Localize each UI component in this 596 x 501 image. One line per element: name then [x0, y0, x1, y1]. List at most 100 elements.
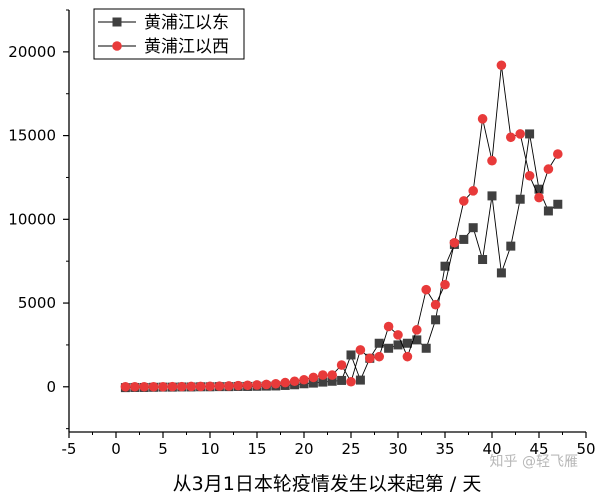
data-point: [412, 325, 422, 335]
data-point: [506, 241, 516, 251]
data-point: [430, 299, 441, 310]
data-point: [543, 206, 553, 216]
data-point: [412, 335, 422, 345]
data-point: [402, 338, 412, 348]
data-point: [346, 376, 356, 387]
tick-marks: -5 0 5 10 15 20 25 30 35 40 45 50 0 5000 10000 15000 200…: [8, 9, 596, 458]
data-point: [487, 155, 497, 166]
data-point: [214, 381, 225, 391]
x-tick-label: 10: [200, 440, 219, 458]
data-point: [374, 338, 384, 348]
data-point: [543, 164, 554, 174]
x-tick-label: -5: [62, 440, 77, 458]
data-point: [421, 284, 432, 295]
data-point: [327, 376, 337, 386]
data-point: [496, 268, 506, 278]
data-point: [337, 375, 347, 385]
data-point: [487, 191, 497, 201]
data-point: [346, 350, 356, 360]
x-tick-label: 5: [158, 440, 168, 458]
data-point: [355, 345, 366, 355]
legend-marker: [112, 17, 122, 27]
data-point: [308, 378, 318, 388]
data-point: [393, 340, 403, 350]
x-tick-label: 0: [111, 440, 121, 458]
y-tick-label: 20000: [8, 43, 56, 61]
data-point: [130, 381, 140, 392]
data-point: [308, 372, 319, 383]
data-point: [139, 381, 149, 392]
data-point: [449, 237, 460, 248]
legend-box: [93, 8, 245, 60]
data-point: [195, 381, 206, 392]
data-point: [421, 343, 431, 353]
data-point: [261, 379, 272, 390]
data-point: [242, 380, 253, 391]
data-point: [402, 351, 413, 362]
data-point: [205, 381, 215, 392]
data-point: [496, 60, 507, 71]
data-point: [336, 360, 347, 370]
x-tick-label: 20: [294, 440, 313, 458]
y-tick-label: 15000: [8, 127, 56, 145]
data-point: [553, 149, 563, 159]
data-point: [459, 196, 469, 206]
data-point: [525, 129, 535, 139]
legend-label: 黄浦江以西: [144, 37, 229, 57]
y-tick-label: 10000: [8, 210, 56, 228]
data-point: [318, 377, 328, 387]
data-point: [383, 321, 394, 332]
data-point: [299, 374, 309, 385]
data-point: [478, 255, 488, 265]
data-point: [459, 234, 469, 244]
data-point: [224, 381, 234, 391]
y-tick-label: 0: [46, 378, 56, 396]
data-point: [553, 199, 563, 209]
data-point: [534, 184, 544, 194]
watermark: 知乎 @轻飞雁: [490, 453, 578, 470]
series-layer: [120, 60, 563, 393]
data-point: [393, 330, 403, 340]
legend-marker: [112, 41, 122, 51]
data-point: [233, 380, 243, 391]
x-tick-label: 40: [482, 440, 501, 458]
x-tick-label: 25: [341, 440, 360, 458]
series-line: [125, 65, 559, 388]
series-2: [120, 60, 563, 392]
data-point: [506, 132, 516, 143]
data-point: [534, 192, 544, 203]
data-point: [524, 170, 535, 181]
axes: [68, 10, 586, 433]
data-point: [374, 351, 385, 362]
x-tick-label: 30: [388, 440, 407, 458]
data-point: [468, 223, 478, 233]
series-line: [125, 133, 559, 389]
data-point: [186, 381, 196, 392]
series-1: [120, 129, 563, 393]
data-point: [318, 370, 328, 380]
y-tick-label: 5000: [18, 294, 56, 312]
data-point: [167, 381, 178, 392]
data-point: [468, 186, 479, 196]
data-point: [327, 370, 338, 380]
data-point: [440, 261, 450, 271]
x-axis-title: 从3月1日本轮疫情发生以来起第 / 天: [173, 473, 482, 495]
x-tick-label: 50: [576, 440, 595, 458]
x-tick-label: 15: [247, 440, 266, 458]
data-point: [440, 279, 450, 290]
data-point: [384, 343, 394, 353]
x-tick-label: 35: [435, 440, 454, 458]
data-point: [158, 381, 168, 392]
x-tick-label: 45: [529, 440, 548, 458]
data-point: [365, 353, 375, 364]
data-point: [120, 381, 131, 392]
data-point: [431, 315, 441, 325]
data-point: [515, 194, 525, 204]
data-point: [148, 381, 159, 392]
data-point: [515, 129, 525, 139]
data-point: [289, 376, 300, 387]
legend-label: 黄浦江以东: [144, 13, 229, 33]
data-point: [177, 381, 187, 392]
